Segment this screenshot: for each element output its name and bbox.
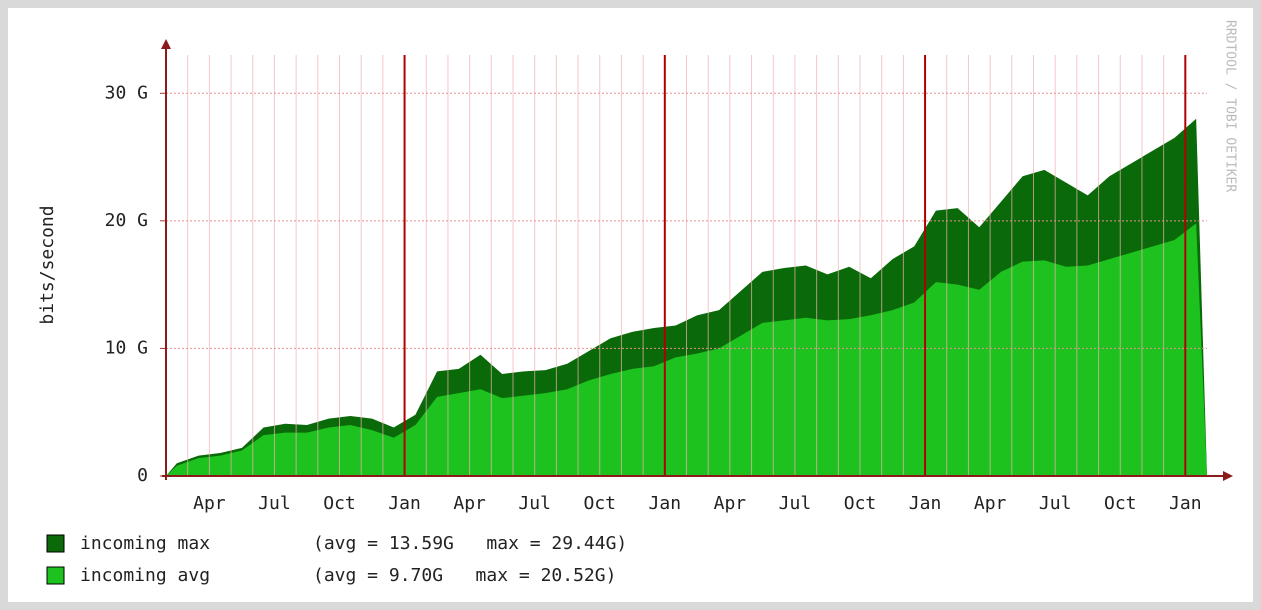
x-tick-label: Oct: [323, 493, 356, 514]
y-axis-label: bits/second: [37, 205, 58, 324]
x-tick-label: Apr: [714, 493, 747, 514]
x-tick-label: Jan: [388, 493, 421, 514]
x-tick-label: Apr: [974, 493, 1007, 514]
x-tick-label: Oct: [583, 493, 616, 514]
legend-label: incoming avg: [80, 565, 210, 586]
x-tick-label: Jul: [258, 493, 291, 514]
y-tick-label: 20 G: [105, 210, 148, 231]
x-tick-label: Jan: [909, 493, 942, 514]
y-tick-label: 30 G: [105, 82, 148, 103]
watermark: RRDTOOL / TOBI OETIKER: [1223, 20, 1238, 192]
x-tick-label: Jul: [779, 493, 812, 514]
x-tick-label: Oct: [1104, 493, 1137, 514]
legend-swatch: [46, 566, 65, 585]
legend-stats: (avg = 13.59G max = 29.44G): [313, 533, 627, 554]
x-tick-label: Apr: [453, 493, 486, 514]
x-tick-label: Jan: [649, 493, 682, 514]
x-tick-label: Jul: [1039, 493, 1072, 514]
legend-stats: (avg = 9.70G max = 20.52G): [313, 565, 616, 586]
y-tick-label: 0: [137, 465, 148, 486]
x-axis-arrow: [1223, 471, 1233, 481]
x-tick-label: Jan: [1169, 493, 1202, 514]
x-tick-label: Apr: [193, 493, 226, 514]
legend-label: incoming max: [80, 533, 210, 554]
x-tick-label: Oct: [844, 493, 877, 514]
x-tick-label: Jul: [518, 493, 551, 514]
y-tick-label: 10 G: [105, 337, 148, 358]
legend-swatch: [46, 534, 65, 553]
y-axis-arrow: [161, 39, 171, 49]
